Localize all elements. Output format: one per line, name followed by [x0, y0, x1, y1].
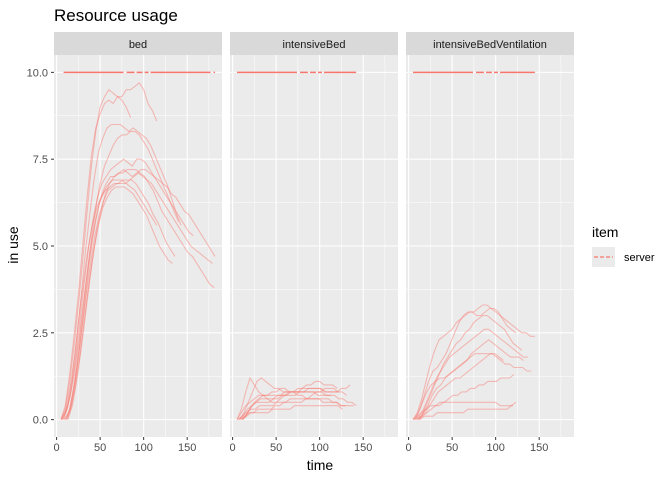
usage-line-2	[415, 307, 517, 420]
usage-line-11	[67, 186, 173, 420]
usage-line-4	[238, 387, 339, 421]
x-tick-label: 150	[354, 442, 372, 454]
x-tick-label: 0	[54, 442, 60, 454]
legend: item server	[592, 224, 655, 267]
x-tick-label: 100	[134, 442, 152, 454]
facet-panel-intensiveBedVentilation: intensiveBedVentilation 0 50 100 150	[406, 32, 574, 454]
facet-strip-label: bed	[129, 39, 147, 51]
usage-line-7	[416, 353, 504, 421]
y-tick-label: 2.5	[33, 328, 48, 340]
legend-label-server: server	[624, 252, 655, 264]
usage-line-6	[66, 168, 216, 420]
chart-title: Resource usage	[54, 6, 178, 25]
usage-line-10	[60, 179, 158, 420]
x-tick-label: 0	[230, 442, 236, 454]
facet-strip	[54, 32, 222, 55]
x-tick-label: 50	[446, 442, 458, 454]
usage-line-5	[418, 339, 524, 420]
y-tick-label: 0.0	[33, 415, 48, 427]
usage-line-3	[63, 123, 182, 420]
usage-line-7	[240, 398, 354, 421]
usage-line-7	[63, 172, 213, 420]
usage-line-4	[414, 328, 528, 421]
usage-line-1	[60, 81, 158, 420]
usage-line-3	[416, 314, 523, 421]
usage-line-5	[62, 158, 194, 420]
usage-line-8	[241, 405, 343, 421]
usage-line-1	[412, 304, 535, 420]
facet-strip-label: intensiveBed	[283, 39, 346, 51]
facet-strip-label: intensiveBedVentilation	[433, 39, 547, 51]
y-axis: 0.0 2.5 5.0 7.5 10.0	[27, 67, 54, 427]
usage-line-9	[412, 401, 514, 421]
x-tick-label: 50	[270, 442, 282, 454]
facet-panel-intensiveBed: intensiveBed 0 50 100 150	[230, 32, 398, 454]
x-tick-label: 100	[486, 442, 504, 454]
legend-title: item	[592, 224, 618, 240]
x-tick-label: 100	[310, 442, 328, 454]
usage-line-3	[240, 380, 338, 421]
usage-line-2	[60, 88, 132, 420]
y-tick-label: 5.0	[33, 241, 48, 253]
y-axis-title: in use	[5, 226, 21, 264]
x-tick-label: 150	[178, 442, 196, 454]
usage-line-1	[236, 376, 346, 420]
usage-line-4	[64, 130, 180, 420]
x-tick-label: 150	[530, 442, 548, 454]
x-tick-label: 50	[94, 442, 106, 454]
y-tick-label: 10.0	[27, 67, 48, 79]
usage-line-6	[413, 353, 532, 420]
facet-panel-bed: bed 0 50 100 150	[54, 32, 222, 454]
usage-line-8	[61, 179, 176, 420]
y-tick-label: 7.5	[33, 154, 48, 166]
x-tick-label: 0	[406, 442, 412, 454]
usage-line-8	[417, 374, 515, 421]
usage-line-6	[237, 387, 347, 421]
usage-line-9	[236, 384, 351, 420]
usage-line-5	[242, 391, 357, 420]
usage-line-10	[419, 401, 517, 421]
facet-strip	[230, 32, 398, 55]
usage-line-9	[65, 169, 215, 420]
facet-strip	[406, 32, 574, 55]
x-axis-title: time	[307, 457, 334, 473]
usage-line-2	[239, 377, 331, 420]
